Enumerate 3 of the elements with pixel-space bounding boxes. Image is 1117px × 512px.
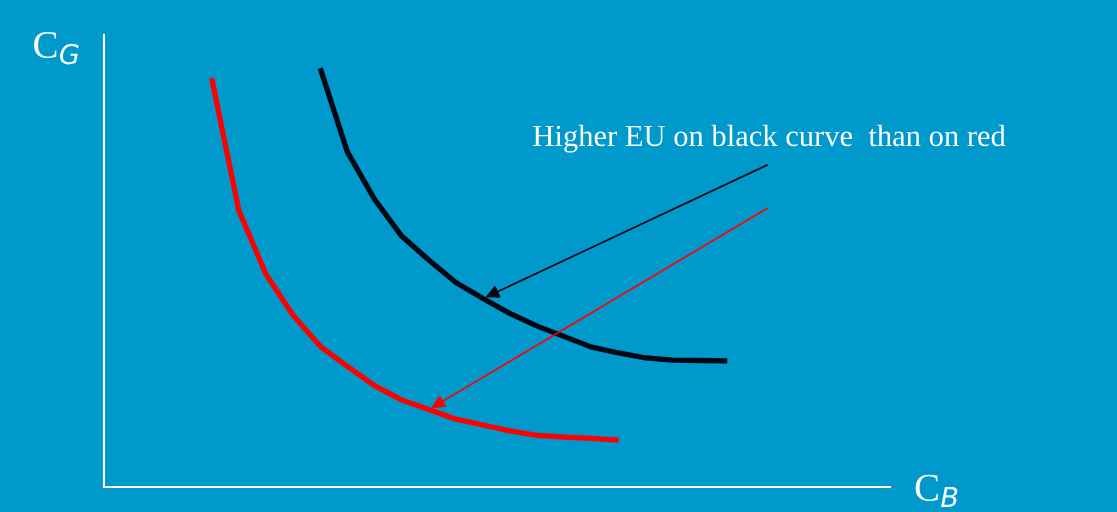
annotation: Higher EU on black curve than on red [533,124,1006,153]
x-axis-title: C$_{B}$ [915,474,958,507]
y-axis-title: C$_{G}$ [34,31,79,65]
